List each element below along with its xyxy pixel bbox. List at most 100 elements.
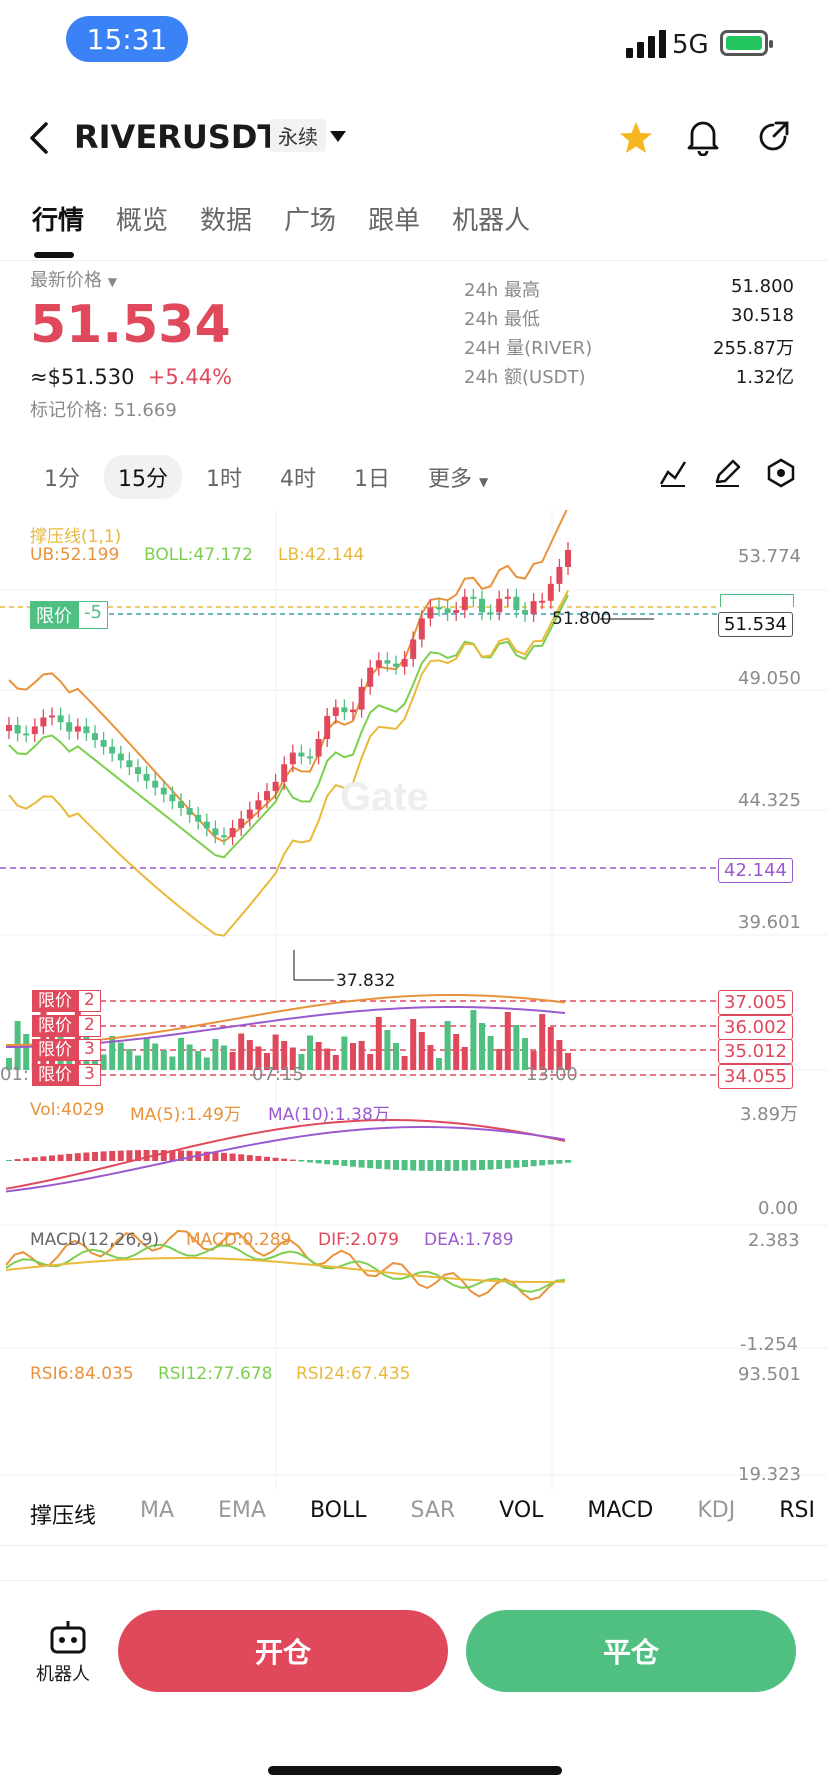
rsi-bottom: 19.323	[738, 1464, 801, 1485]
volume-bar	[135, 1055, 141, 1070]
macd-bar	[100, 1151, 107, 1161]
macd-bar	[479, 1160, 485, 1170]
interval-1m[interactable]: 1分	[44, 467, 80, 492]
ind-tab-rsi[interactable]: RSI	[779, 1498, 815, 1523]
indicator-tabs: 撑压线 MA EMA BOLL SAR VOL MACD KDJ RSI	[30, 1498, 815, 1530]
macd-bar	[513, 1160, 520, 1168]
interval-more[interactable]: 更多 ▼	[428, 467, 489, 492]
ind-tab-support[interactable]: 撑压线	[30, 1504, 97, 1529]
boll-upper-line	[8, 510, 568, 843]
volume-bar	[436, 1058, 442, 1070]
interval-1d[interactable]: 1日	[354, 467, 390, 492]
candle-body	[522, 610, 528, 614]
interval-4h[interactable]: 4时	[280, 467, 316, 492]
back-icon[interactable]	[28, 122, 52, 154]
stat-high: 24h 最高 51.800	[464, 276, 794, 301]
macd-bar	[203, 1151, 210, 1161]
favorite-star-icon[interactable]	[618, 120, 654, 156]
interval-1h[interactable]: 1时	[206, 467, 242, 492]
candle-body	[461, 596, 468, 611]
macd-bar	[350, 1160, 356, 1167]
interval-15m[interactable]: 15分	[104, 455, 182, 499]
volume-bar	[315, 1042, 322, 1070]
ind-tab-vol[interactable]: VOL	[499, 1498, 544, 1523]
rsi-top: 93.501	[738, 1364, 801, 1385]
tab-square[interactable]: 广场	[284, 206, 337, 236]
candle-body	[83, 726, 90, 734]
macd-bar	[556, 1160, 563, 1164]
tab-data[interactable]: 数据	[200, 206, 253, 236]
latest-price-label[interactable]: 最新价格 ▼	[30, 270, 117, 291]
macd-bar	[57, 1154, 64, 1161]
status-time: 15:31	[66, 16, 188, 62]
open-position-button[interactable]: 开仓	[118, 1610, 448, 1692]
rsi12-line	[5, 1243, 566, 1293]
kline-chart[interactable]: Gate	[0, 510, 828, 1490]
price-axis-2: 49.050	[738, 668, 801, 689]
candle-body	[135, 767, 141, 774]
current-price-tag[interactable]: 51.534	[718, 612, 793, 637]
order-tag-2[interactable]: 限价 2	[32, 1015, 101, 1037]
close-position-button[interactable]: 平仓	[466, 1610, 796, 1692]
draw-pencil-icon[interactable]	[712, 458, 742, 488]
watermark: Gate	[340, 775, 429, 819]
rsi24-line	[5, 1257, 566, 1283]
tab-overview[interactable]: 概览	[116, 206, 169, 236]
volume-bar	[444, 1021, 451, 1070]
tab-market[interactable]: 行情	[32, 206, 85, 236]
macd-bar	[83, 1152, 90, 1161]
candle-body	[487, 612, 494, 615]
volume-bar	[332, 1055, 339, 1070]
macd-bar	[453, 1160, 460, 1171]
macd-bar	[238, 1154, 245, 1161]
macd-bar	[315, 1160, 322, 1164]
candle-body	[152, 780, 159, 788]
macd-bar	[487, 1160, 494, 1170]
candle-body	[31, 726, 38, 735]
candle-body	[109, 746, 116, 754]
signal-icon	[626, 28, 666, 58]
ind-tab-ma[interactable]: MA	[140, 1498, 175, 1523]
order-tag-4[interactable]: 限价 3	[32, 1064, 101, 1086]
candle-body	[74, 726, 81, 732]
tab-robot[interactable]: 机器人	[452, 206, 531, 236]
volume-bar	[341, 1036, 348, 1070]
macd-bar	[221, 1152, 227, 1161]
volume-bar	[289, 1047, 296, 1070]
indicator-chart-icon[interactable]	[658, 458, 688, 488]
vol-top: 3.89万	[740, 1104, 799, 1125]
volume-bar	[246, 1040, 253, 1070]
symbol-title[interactable]: RIVERUSDT	[74, 118, 280, 156]
candle-body	[393, 663, 399, 667]
robot-icon[interactable]	[48, 1618, 88, 1656]
ind-tab-macd[interactable]: MACD	[587, 1498, 654, 1523]
order-tag-1[interactable]: 限价 2	[32, 990, 101, 1012]
mark-price: 标记价格: 51.669	[30, 400, 177, 421]
share-icon[interactable]	[756, 120, 790, 154]
candle-body	[427, 607, 434, 619]
limit-order-tag[interactable]: 限价 -5	[30, 601, 108, 629]
ub-value: UB:52.199	[30, 545, 120, 565]
ind-tab-kdj[interactable]: KDJ	[697, 1498, 736, 1523]
ind-tab-boll[interactable]: BOLL	[309, 1498, 367, 1523]
macd-bar	[504, 1160, 511, 1169]
tab-copy-trade[interactable]: 跟单	[368, 206, 421, 236]
candle-body	[341, 707, 348, 713]
volume-bar	[358, 1041, 365, 1070]
candle-body	[212, 828, 219, 836]
settings-hex-icon[interactable]	[766, 458, 796, 488]
order-tag-3[interactable]: 限价 3	[32, 1039, 101, 1061]
volume-bar	[556, 1040, 563, 1070]
vol-bottom: 0.00	[758, 1198, 799, 1219]
home-indicator	[268, 1766, 562, 1775]
robot-label[interactable]: 机器人	[36, 1664, 90, 1685]
macd-bar	[109, 1150, 116, 1161]
macd-bar	[272, 1157, 279, 1161]
macd-bar	[358, 1160, 365, 1168]
ind-tab-ema[interactable]: EMA	[218, 1498, 266, 1523]
contract-type-badge[interactable]: 永续	[270, 119, 326, 152]
ind-tab-sar[interactable]: SAR	[410, 1498, 456, 1523]
boll-lower-line	[8, 590, 569, 937]
caret-down-icon[interactable]	[330, 131, 346, 143]
bell-icon[interactable]	[686, 118, 720, 156]
